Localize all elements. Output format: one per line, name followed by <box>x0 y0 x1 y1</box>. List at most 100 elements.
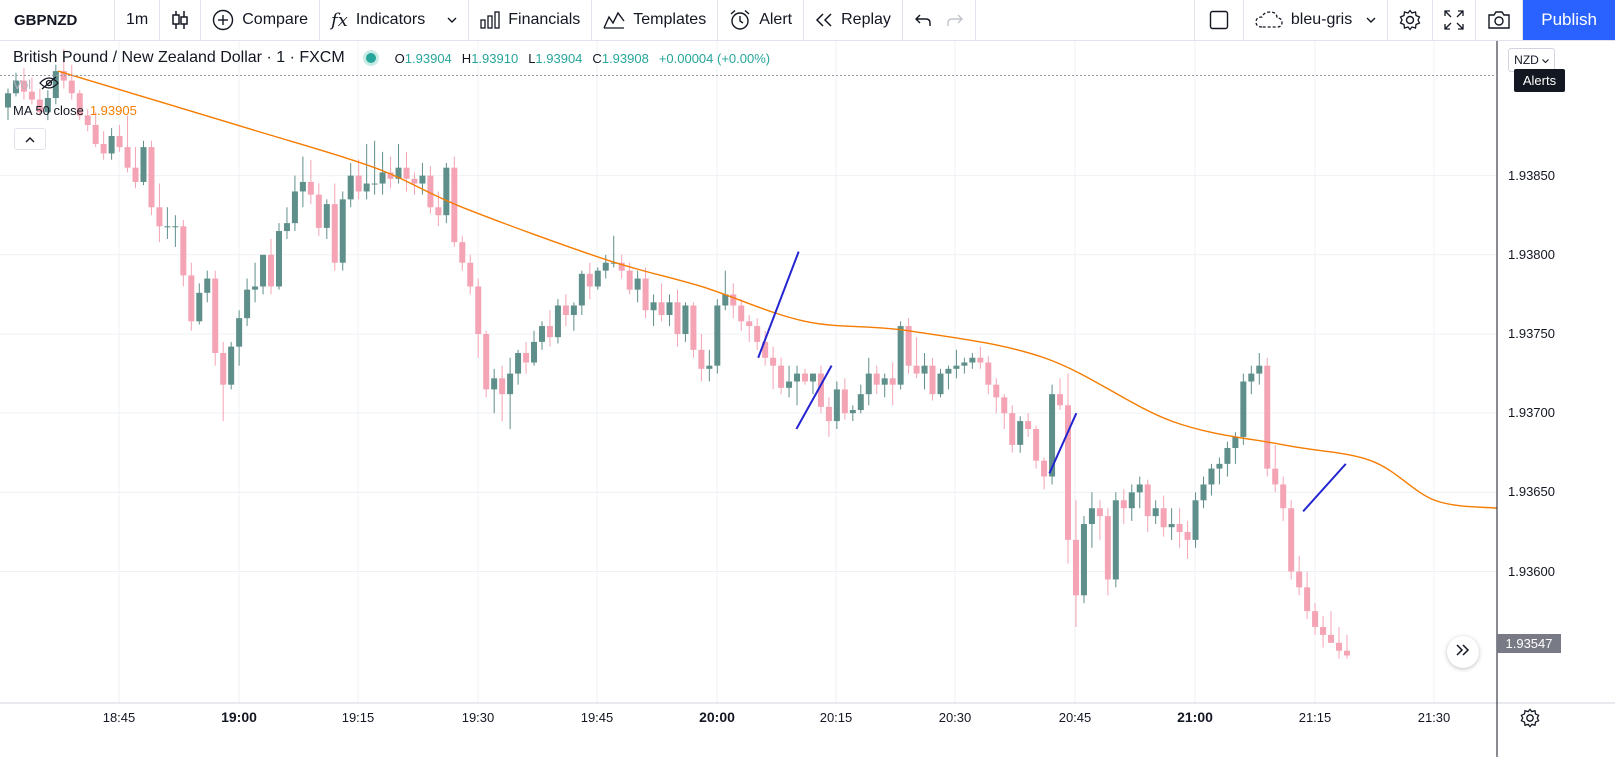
candle <box>499 365 506 422</box>
market-status-icon[interactable] <box>362 50 379 66</box>
candle-body <box>132 167 139 182</box>
candle <box>20 67 27 100</box>
candle <box>236 310 243 366</box>
candle-body <box>945 368 952 374</box>
time-tick-label: 19:30 <box>461 710 495 725</box>
time-tick-label: 21:00 <box>1177 709 1213 725</box>
candle-body <box>1176 524 1183 532</box>
candle-body <box>435 207 442 216</box>
symbol-search-button[interactable]: GBPNZD <box>0 0 115 40</box>
layout-toggle-button[interactable] <box>1195 0 1244 40</box>
volume-legend[interactable]: Vol <box>13 76 59 93</box>
candle-body <box>618 262 625 271</box>
interval-button[interactable]: 1m <box>115 0 161 40</box>
candle-body <box>1248 373 1255 382</box>
candle <box>993 378 1000 414</box>
candle-body <box>610 262 617 264</box>
candle <box>754 318 761 350</box>
symbol-title[interactable]: British Pound / New Zealand Dollar · 1 ·… <box>13 49 345 66</box>
candle <box>722 270 729 311</box>
candle <box>1216 457 1223 485</box>
candle-body <box>220 352 227 385</box>
candle-body <box>825 406 832 422</box>
chevron-down-icon[interactable] <box>447 17 457 24</box>
candle-body <box>1120 500 1127 509</box>
candle-body <box>5 93 11 108</box>
candle <box>1184 520 1191 559</box>
candle <box>953 349 960 379</box>
fullscreen-button[interactable] <box>1433 0 1477 40</box>
chart-type-button[interactable] <box>160 0 202 40</box>
candle-body <box>1017 421 1024 445</box>
candle <box>1192 492 1199 548</box>
undo-icon[interactable] <box>914 13 932 27</box>
candle-body <box>140 147 147 182</box>
square-icon <box>1209 10 1229 30</box>
candle <box>220 341 227 422</box>
axis-settings-button[interactable] <box>1520 708 1540 733</box>
candle <box>1017 416 1024 453</box>
candle <box>690 302 697 358</box>
candle-body <box>841 389 848 414</box>
candle <box>1072 500 1079 627</box>
candle <box>833 381 840 430</box>
settings-button[interactable] <box>1388 0 1434 40</box>
indicators-button[interactable]: 𝑓x Indicators <box>320 0 470 40</box>
collapse-legend-button[interactable] <box>14 128 46 150</box>
candle-body <box>865 373 872 395</box>
candle-body <box>252 286 259 290</box>
interval-label: 1m <box>126 11 149 28</box>
candle <box>937 368 944 398</box>
candle <box>1296 555 1303 596</box>
templates-button[interactable]: Templates <box>592 0 719 40</box>
publish-button[interactable]: Publish <box>1523 0 1615 40</box>
time-tick-label: 19:00 <box>221 709 257 725</box>
candle <box>546 310 553 347</box>
scroll-to-realtime-button[interactable] <box>1447 636 1479 668</box>
candle <box>1320 615 1327 648</box>
snapshot-button[interactable] <box>1476 0 1524 40</box>
candle-body <box>84 115 91 125</box>
eye-hidden-icon[interactable] <box>39 76 59 93</box>
financials-button[interactable]: Financials <box>469 0 593 40</box>
candle <box>411 172 418 195</box>
candle <box>307 159 314 205</box>
compare-button[interactable]: Compare <box>201 0 321 40</box>
candle-body <box>889 378 896 385</box>
layout-name-button[interactable]: bleu-gris <box>1244 0 1389 40</box>
candle-body <box>291 191 298 224</box>
candle-body <box>108 136 115 154</box>
redo-icon[interactable] <box>946 13 964 27</box>
candle <box>658 283 665 322</box>
candle <box>467 254 474 295</box>
candle-body <box>395 167 402 179</box>
currency-button[interactable]: NZD <box>1508 48 1555 72</box>
candle <box>602 254 609 279</box>
candle <box>905 318 912 374</box>
chevron-down-icon[interactable] <box>1366 17 1376 24</box>
ma-legend[interactable]: MA 50 close 1.93905 <box>13 103 137 118</box>
alert-label: Alert <box>759 11 793 28</box>
candle-body <box>1256 365 1263 374</box>
candle-body <box>666 302 673 315</box>
candle <box>825 397 832 437</box>
templates-icon <box>603 11 625 29</box>
replay-button[interactable]: Replay <box>804 0 903 40</box>
time-tick-label: 19:15 <box>341 710 375 725</box>
high-key: H <box>461 50 472 66</box>
candle-body <box>690 305 697 350</box>
candle-body <box>20 80 27 92</box>
candle <box>650 294 657 327</box>
alert-button[interactable]: Alert <box>718 0 805 40</box>
ma-label: MA 50 close <box>13 103 84 118</box>
candle <box>124 115 131 173</box>
candle <box>626 262 633 295</box>
candle <box>164 207 171 239</box>
replay-label: Replay <box>841 11 891 28</box>
candle-body <box>164 226 171 228</box>
candle <box>802 368 808 385</box>
candle-body <box>746 321 753 327</box>
close-value: 1.93908 <box>601 50 649 66</box>
price-tick-label: 1.93700 <box>1508 405 1555 421</box>
